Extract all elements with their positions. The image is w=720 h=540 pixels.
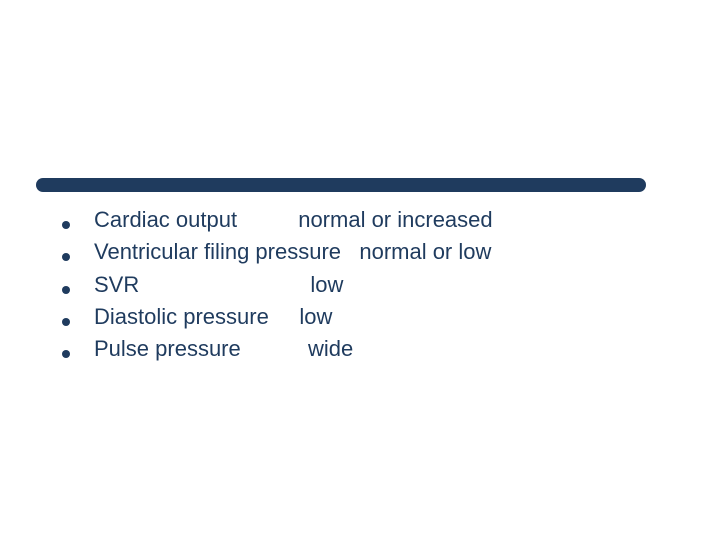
bullet-text: SVR low — [94, 270, 343, 300]
bullet-text: Pulse pressure wide — [94, 334, 353, 364]
list-item: Pulse pressure wide — [62, 334, 680, 364]
bullet-icon — [62, 253, 70, 261]
bullet-text: Ventricular filing pressure normal or lo… — [94, 237, 491, 267]
title-divider — [36, 178, 646, 192]
bullet-icon — [62, 221, 70, 229]
bullet-icon — [62, 350, 70, 358]
list-item: Cardiac output normal or increased — [62, 205, 680, 235]
divider-line — [43, 178, 646, 192]
bullet-icon — [62, 318, 70, 326]
bullet-text: Diastolic pressure low — [94, 302, 332, 332]
bullet-list: Cardiac output normal or increased Ventr… — [62, 205, 680, 367]
list-item: Diastolic pressure low — [62, 302, 680, 332]
bullet-icon — [62, 286, 70, 294]
list-item: Ventricular filing pressure normal or lo… — [62, 237, 680, 267]
list-item: SVR low — [62, 270, 680, 300]
bullet-text: Cardiac output normal or increased — [94, 205, 493, 235]
